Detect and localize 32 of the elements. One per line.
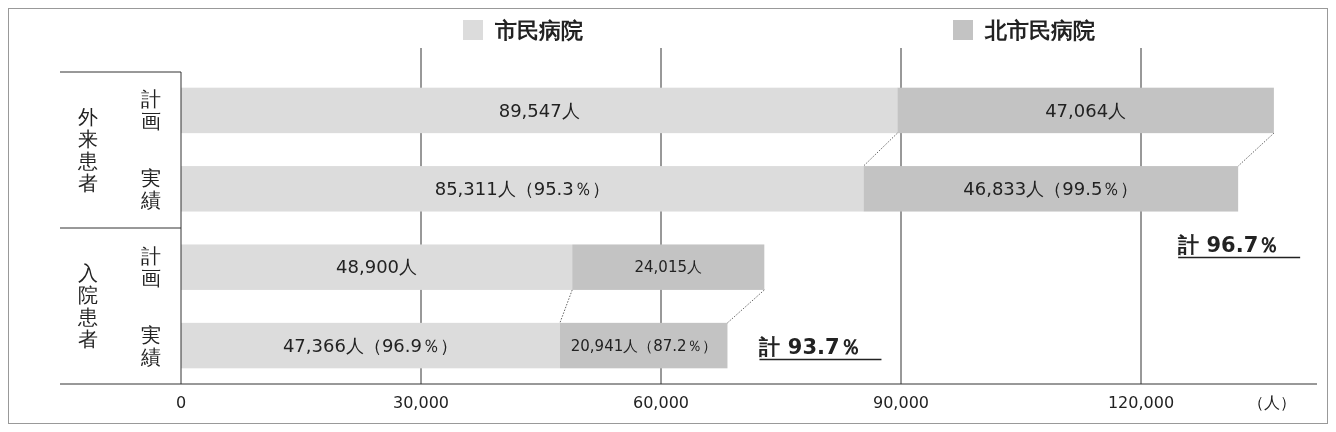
text: 外来患者 bbox=[77, 104, 98, 195]
legend-label: 北市民病院 bbox=[984, 17, 1095, 43]
data-label: 85,311人（95.3％） bbox=[434, 178, 610, 200]
bar bbox=[559, 322, 728, 369]
x-tick-label: 90,000 bbox=[873, 393, 929, 412]
x-tick-label: 120,000 bbox=[1107, 393, 1175, 412]
x-tick-label: 30,000 bbox=[393, 393, 449, 412]
data-label: 89,547人 bbox=[498, 99, 580, 121]
data-label: 46,833人（99.5％） bbox=[963, 178, 1139, 200]
y-tick-label: 実績 bbox=[140, 322, 161, 369]
y-tick-label: 実績 bbox=[140, 165, 161, 212]
bar bbox=[181, 322, 560, 369]
bar bbox=[181, 244, 573, 290]
text: 入院患者 bbox=[77, 261, 98, 352]
x-tick-label: 0 bbox=[175, 393, 187, 412]
bar bbox=[863, 166, 1239, 212]
x-tick-label: 60,000 bbox=[633, 393, 689, 412]
annotation: 計 96.7％ bbox=[1177, 232, 1280, 257]
x-axis-title: （人） bbox=[1248, 393, 1296, 412]
legend-label: 市民病院 bbox=[494, 17, 583, 43]
bar bbox=[181, 87, 898, 134]
bar bbox=[897, 87, 1274, 134]
bar bbox=[181, 166, 864, 212]
data-label: 20,941人（87.2％） bbox=[570, 336, 717, 355]
data-label: 47,064人 bbox=[1045, 99, 1127, 121]
annotation: 計 93.7％ bbox=[758, 334, 861, 359]
y-tick-label: 計画 bbox=[141, 244, 161, 291]
data-label: 48,900人 bbox=[336, 256, 418, 278]
y-tick-label: 計画 bbox=[141, 87, 161, 134]
bar bbox=[572, 244, 765, 290]
data-label: 47,366人（96.9％） bbox=[282, 334, 458, 356]
data-label: 24,015人 bbox=[634, 258, 703, 277]
